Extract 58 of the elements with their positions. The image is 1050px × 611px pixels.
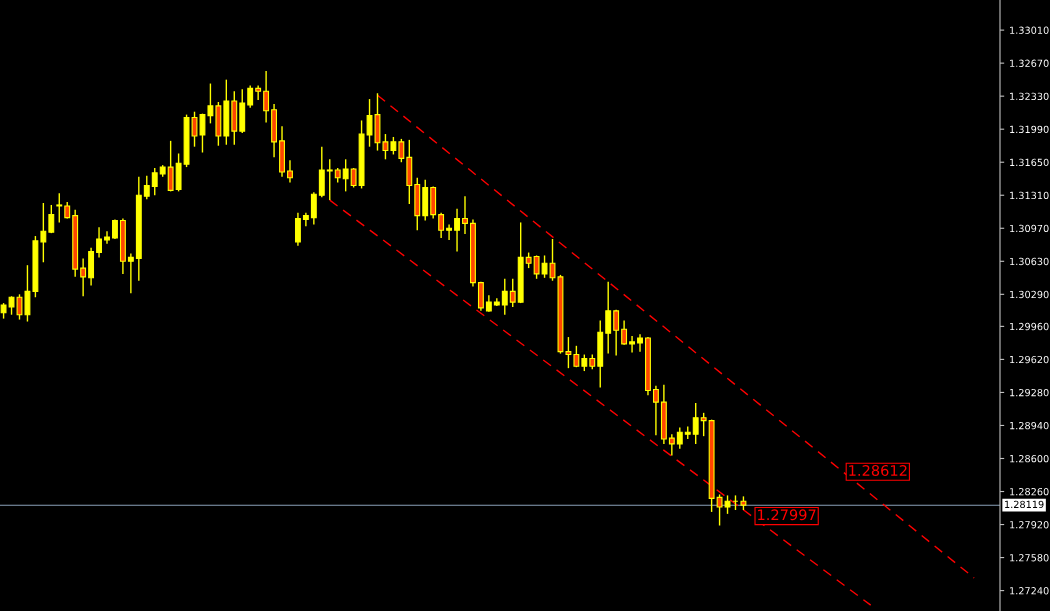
candlestick [80, 257, 87, 297]
y-tick-label: 1.31990 [1010, 125, 1049, 134]
candlestick [533, 254, 540, 280]
y-tick-label: 1.27920 [1010, 521, 1049, 529]
candlestick [310, 191, 317, 226]
y-tick-label: 1.29960 [1010, 322, 1049, 331]
candlestick [501, 278, 508, 316]
y-tick-label: 1.27580 [1010, 554, 1049, 562]
candlestick [167, 140, 174, 193]
candlestick [652, 384, 659, 436]
y-tick-label: 1.29620 [1010, 355, 1049, 364]
candlestick [48, 204, 55, 234]
y-tick-label: 1.28260 [1010, 488, 1049, 496]
y-tick-label: 1.28600 [1010, 454, 1049, 463]
candlestick [287, 159, 293, 184]
candlestick [692, 402, 699, 445]
candlestick [637, 333, 643, 353]
candlestick [613, 309, 620, 357]
candlestick [247, 84, 254, 109]
y-tick-label: 1.30290 [1010, 290, 1049, 299]
candlestick [56, 192, 63, 224]
candlestick [96, 226, 102, 259]
candlestick [143, 175, 150, 200]
annotation: 1.28612 [849, 464, 907, 476]
y-tick-label: 1.27240 [1010, 587, 1049, 595]
y-tick-label: 1.32670 [1010, 59, 1049, 67]
candlestick [621, 319, 628, 346]
candlestick [326, 158, 333, 201]
candlestick [342, 158, 349, 193]
candlestick [454, 208, 460, 253]
y-tick-label: 1.31310 [1010, 191, 1049, 200]
y-tick-label: 1.29280 [1010, 388, 1049, 397]
candlestick [255, 84, 262, 101]
candlestick [509, 278, 516, 308]
candlestick [446, 223, 453, 241]
candlestick [398, 138, 405, 163]
candlestick [438, 212, 445, 239]
y-tick-label: 1.31650 [1010, 158, 1049, 167]
y-tick-label: 1.30970 [1010, 224, 1049, 233]
candlestick [151, 167, 158, 196]
candlestick [668, 433, 675, 457]
candlestick [676, 426, 683, 450]
y-tick-label: 1.32330 [1010, 92, 1049, 100]
annotation: 1.27997 [758, 509, 816, 521]
candlestick [629, 335, 636, 354]
candlestick [700, 412, 707, 437]
candlestick [565, 336, 572, 369]
candlestick [605, 281, 612, 355]
candlestick [263, 70, 270, 124]
y-tick-label: 1.33010 [1010, 26, 1049, 34]
y-tick-label: 1.28940 [1010, 421, 1049, 430]
ref-line-label: 1.28119 [1005, 500, 1044, 509]
candlestick [350, 167, 357, 189]
candlestick [40, 202, 47, 263]
candlestick [294, 212, 301, 247]
candlestick [462, 195, 468, 235]
candlestick [127, 252, 134, 295]
y-tick-label: 1.30630 [1010, 257, 1049, 266]
